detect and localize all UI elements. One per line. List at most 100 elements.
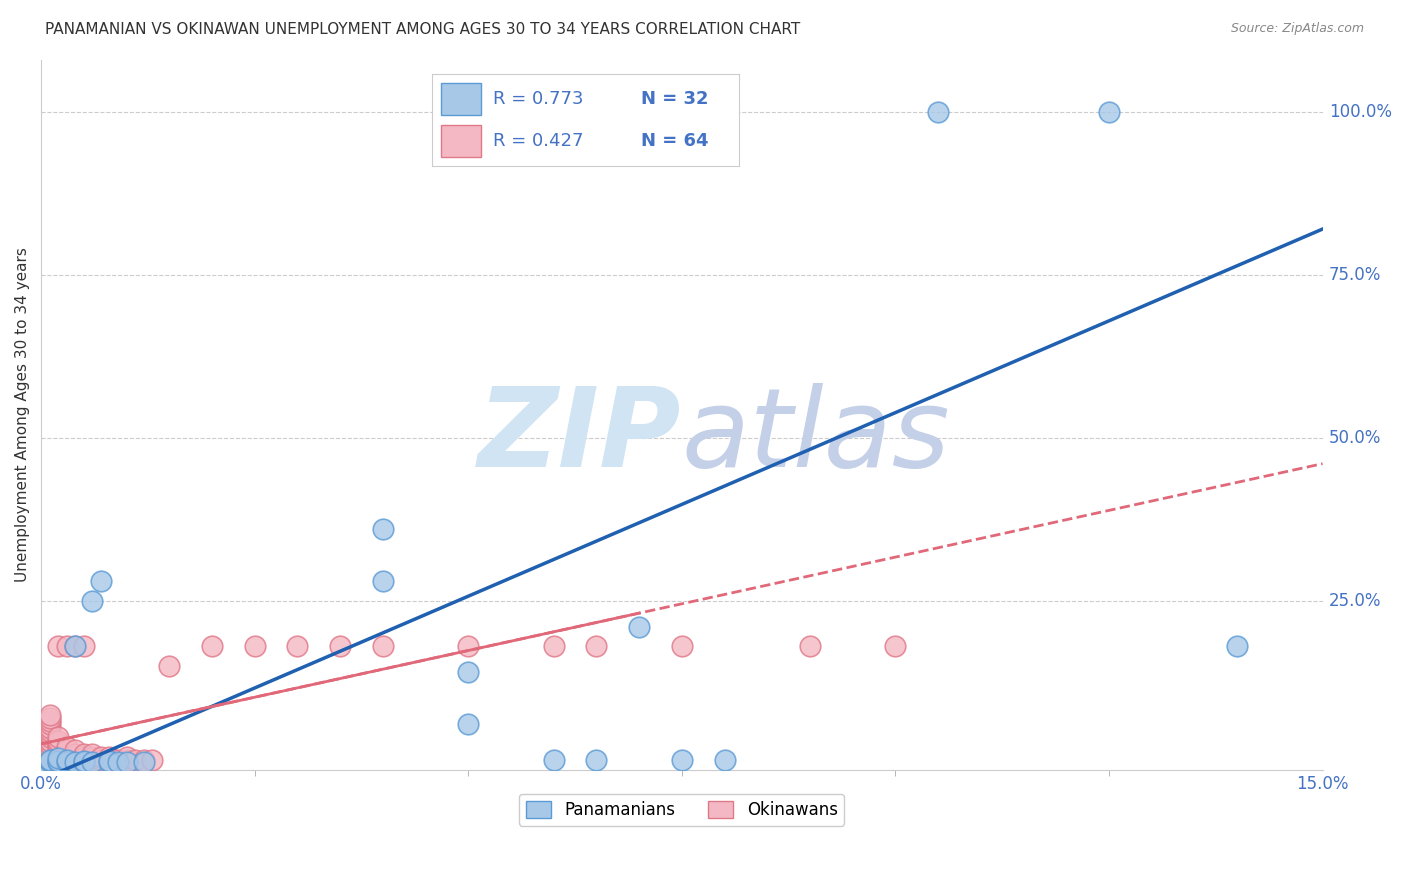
Point [585, 753, 607, 767]
Point [38, 727, 60, 741]
Point [371, 639, 394, 653]
Point [329, 639, 352, 653]
Point [38, 754, 60, 768]
Point [55, 639, 77, 653]
Point [82, 593, 104, 607]
Point [141, 753, 163, 767]
Point [46, 753, 69, 767]
Point [65, 639, 87, 653]
Point [90, 750, 112, 764]
Point [46, 755, 69, 769]
Text: 25.0%: 25.0% [1329, 591, 1382, 609]
Point [38, 707, 60, 722]
Point [38, 753, 60, 767]
Point [38, 711, 60, 725]
Legend: Panamanians, Okinawans: Panamanians, Okinawans [519, 794, 845, 826]
Point [543, 753, 565, 767]
Point [55, 753, 77, 767]
Point [46, 639, 69, 653]
Point [38, 743, 60, 757]
Point [46, 743, 69, 757]
Point [107, 753, 129, 767]
Point [55, 753, 77, 767]
Text: 50.0%: 50.0% [1329, 429, 1381, 447]
Point [82, 750, 104, 764]
Point [90, 753, 112, 767]
Point [1226, 639, 1249, 653]
Point [46, 750, 69, 764]
Point [73, 755, 96, 769]
Point [38, 721, 60, 735]
Point [46, 747, 69, 761]
Point [132, 755, 155, 769]
Point [115, 753, 138, 767]
Point [46, 737, 69, 751]
Point [38, 723, 60, 738]
Point [38, 714, 60, 728]
Point [98, 754, 121, 768]
Point [115, 755, 138, 769]
Point [82, 753, 104, 767]
Point [287, 639, 309, 653]
Point [107, 755, 129, 769]
Point [38, 731, 60, 745]
Point [1098, 104, 1121, 119]
Point [55, 755, 77, 769]
Text: 75.0%: 75.0% [1329, 266, 1381, 284]
Point [65, 639, 87, 653]
Point [671, 753, 693, 767]
Point [55, 747, 77, 761]
Point [38, 755, 60, 769]
Point [884, 639, 907, 653]
Text: atlas: atlas [682, 383, 950, 490]
Y-axis label: Unemployment Among Ages 30 to 34 years: Unemployment Among Ages 30 to 34 years [15, 247, 30, 582]
Point [82, 755, 104, 769]
Point [585, 639, 607, 653]
Point [457, 639, 479, 653]
Point [543, 639, 565, 653]
Point [73, 753, 96, 767]
Point [38, 737, 60, 751]
Text: PANAMANIAN VS OKINAWAN UNEMPLOYMENT AMONG AGES 30 TO 34 YEARS CORRELATION CHART: PANAMANIAN VS OKINAWAN UNEMPLOYMENT AMON… [45, 22, 800, 37]
Point [55, 750, 77, 764]
Text: ZIP: ZIP [478, 383, 682, 490]
Point [65, 753, 87, 767]
Point [38, 733, 60, 747]
Point [201, 639, 224, 653]
Point [457, 665, 479, 680]
Point [98, 750, 121, 764]
Point [457, 717, 479, 731]
Point [46, 731, 69, 745]
Point [38, 717, 60, 731]
Point [73, 750, 96, 764]
Point [38, 747, 60, 761]
Point [243, 639, 266, 653]
Point [46, 740, 69, 755]
Point [55, 743, 77, 757]
Point [115, 750, 138, 764]
Point [132, 753, 155, 767]
Point [371, 522, 394, 536]
Point [157, 658, 180, 673]
Point [628, 619, 651, 633]
Point [73, 639, 96, 653]
Point [927, 104, 949, 119]
Point [65, 743, 87, 757]
Point [98, 755, 121, 769]
Point [371, 574, 394, 588]
Point [38, 753, 60, 767]
Point [38, 740, 60, 755]
Point [73, 754, 96, 768]
Point [55, 740, 77, 755]
Point [124, 753, 146, 767]
Point [98, 753, 121, 767]
Point [65, 755, 87, 769]
Text: 100.0%: 100.0% [1329, 103, 1392, 120]
Point [46, 754, 69, 768]
Point [46, 733, 69, 747]
Point [65, 750, 87, 764]
Point [46, 751, 69, 765]
Point [90, 574, 112, 588]
Point [671, 639, 693, 653]
Point [82, 747, 104, 761]
